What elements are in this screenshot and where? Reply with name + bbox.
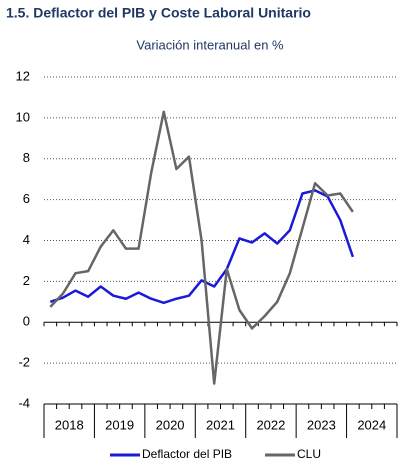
x-tick-label: 2020 (156, 417, 185, 432)
y-tick-label: -4 (18, 395, 30, 410)
legend-label: CLU (297, 447, 321, 461)
y-tick-label: 2 (23, 273, 30, 288)
y-tick-label: 0 (23, 314, 30, 329)
legend-label: Deflactor del PIB (142, 447, 232, 461)
y-tick-label: 8 (23, 150, 30, 165)
x-tick-label: 2021 (206, 417, 235, 432)
x-tick-label: 2023 (307, 417, 336, 432)
y-tick-label: -2 (18, 355, 30, 370)
x-tick-label: 2024 (357, 417, 386, 432)
x-tick-label: 2022 (256, 417, 285, 432)
y-tick-label: 4 (23, 232, 30, 247)
y-tick-label: 12 (16, 68, 30, 83)
series-line (49, 189, 355, 305)
chart-title: 1.5. Deflactor del PIB y Coste Laboral U… (6, 5, 311, 21)
series-line (49, 110, 354, 385)
x-tick-label: 2019 (105, 417, 134, 432)
x-tick-label: 2018 (55, 417, 84, 432)
y-tick-label: 10 (16, 109, 30, 124)
y-tick-label: 6 (23, 191, 30, 206)
chart-subtitle: Variación interanual en % (136, 37, 284, 52)
